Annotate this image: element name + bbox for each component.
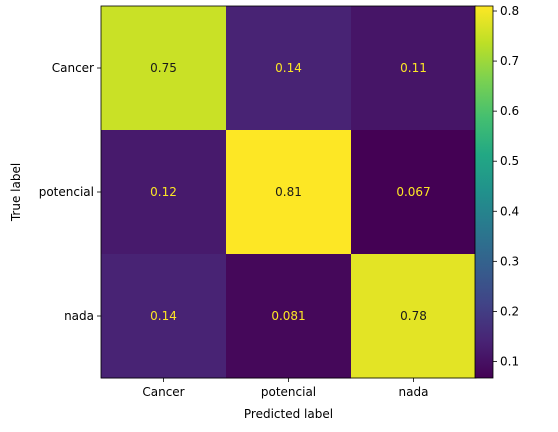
- colorbar-tick-label: 0.1: [500, 354, 519, 368]
- cell-value-label: 0.11: [400, 61, 427, 75]
- cell-value-label: 0.75: [150, 61, 177, 75]
- colorbar: [475, 6, 493, 378]
- heatmap-cells: [101, 6, 477, 379]
- cell-value-label: 0.081: [271, 309, 305, 323]
- x-tick-label: Cancer: [142, 385, 184, 399]
- heatmap-cell: [101, 6, 227, 131]
- cell-value-label: 0.81: [275, 185, 302, 199]
- heatmap-cell: [101, 130, 227, 255]
- y-tick-label: Cancer: [52, 61, 94, 75]
- cell-value-label: 0.12: [150, 185, 177, 199]
- cell-value-label: 0.78: [400, 309, 427, 323]
- y-axis-ticks: Cancer potencial nada: [39, 61, 101, 323]
- heatmap-cell: [101, 254, 227, 379]
- y-tick-label: potencial: [39, 185, 94, 199]
- colorbar-tick-label: 0.6: [500, 104, 519, 118]
- x-axis-ticks: Cancer potencial nada: [142, 378, 428, 399]
- heatmap-cell: [226, 254, 352, 379]
- colorbar-tick-label: 0.4: [500, 204, 519, 218]
- y-axis-label: True label: [9, 163, 23, 222]
- colorbar-tick-label: 0.7: [500, 54, 519, 68]
- colorbar-ticks: 0.1 0.2 0.3 0.4 0.5 0.6 0.7 0.8: [493, 4, 519, 368]
- colorbar-tick-label: 0.2: [500, 304, 519, 318]
- heatmap-cell: [351, 6, 477, 131]
- heatmap-cell-labels: 0.75 0.14 0.11 0.12 0.81 0.067 0.14 0.081 0.78: [150, 61, 431, 323]
- x-tick-label: nada: [399, 385, 429, 399]
- cell-value-label: 0.14: [150, 309, 177, 323]
- y-tick-label: nada: [64, 309, 94, 323]
- x-tick-label: potencial: [261, 385, 316, 399]
- colorbar-tick-label: 0.8: [500, 4, 519, 18]
- heatmap-cell: [226, 130, 352, 255]
- x-axis-label: Predicted label: [244, 407, 333, 421]
- colorbar-frame: [474, 5, 494, 379]
- cell-value-label: 0.14: [275, 61, 302, 75]
- colorbar-tick-label: 0.3: [500, 254, 519, 268]
- cell-value-label: 0.067: [396, 185, 430, 199]
- heatmap-cell: [226, 6, 352, 131]
- colorbar-tick-label: 0.5: [500, 154, 519, 168]
- heatmap-cell: [351, 254, 477, 379]
- heatmap-cell: [351, 130, 477, 255]
